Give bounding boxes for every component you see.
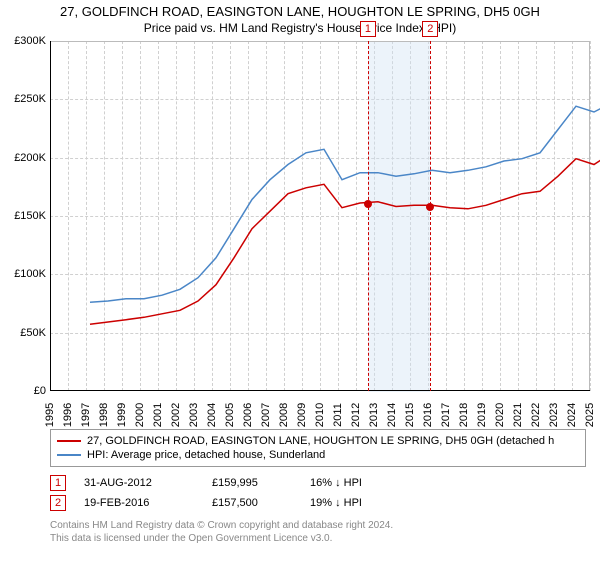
x-tick-label: 2011 [332, 403, 344, 427]
x-tick-label: 1996 [62, 403, 74, 427]
x-tick-label: 1997 [80, 403, 92, 427]
x-tick-label: 2002 [170, 403, 182, 427]
x-tick-label: 2003 [188, 403, 200, 427]
x-tick-label: 2009 [296, 403, 308, 427]
legend-item: 27, GOLDFINCH ROAD, EASINGTON LANE, HOUG… [57, 434, 579, 448]
x-tick-label: 2015 [404, 403, 416, 427]
event-row: 1 31-AUG-2012 £159,995 16% ↓ HPI [50, 473, 586, 493]
event-pct: 19% ↓ HPI [310, 497, 430, 509]
x-tick-label: 2004 [206, 403, 218, 427]
x-tick-label: 2018 [458, 403, 470, 427]
event-marker-dot [364, 200, 372, 208]
x-tick-label: 2008 [278, 403, 290, 427]
x-tick-label: 2001 [152, 403, 164, 427]
legend-label: 27, GOLDFINCH ROAD, EASINGTON LANE, HOUG… [87, 435, 554, 447]
y-tick-label: £300K [10, 35, 46, 47]
chart-area: £0£50K£100K£150K£200K£250K£300K 19951996… [10, 41, 590, 421]
legend-swatch [57, 454, 81, 456]
event-marker-box: 2 [422, 21, 438, 37]
event-row: 2 19-FEB-2016 £157,500 19% ↓ HPI [50, 493, 586, 513]
x-tick-label: 2019 [476, 403, 488, 427]
footer-line: Contains HM Land Registry data © Crown c… [50, 519, 586, 532]
y-axis [50, 41, 51, 391]
event-date: 19-FEB-2016 [84, 497, 194, 509]
event-id-box: 1 [50, 475, 66, 491]
legend-label: HPI: Average price, detached house, Sund… [87, 449, 325, 461]
x-tick-label: 2025 [584, 403, 596, 427]
event-price: £157,500 [212, 497, 292, 509]
x-tick-label: 2014 [386, 403, 398, 427]
x-tick-label: 2024 [566, 403, 578, 427]
event-marker-box: 1 [360, 21, 376, 37]
y-tick-label: £50K [10, 327, 46, 339]
event-table: 1 31-AUG-2012 £159,995 16% ↓ HPI 2 19-FEB-201… [50, 473, 586, 513]
series-line [90, 98, 600, 302]
x-tick-label: 2023 [548, 403, 560, 427]
series-line [90, 151, 600, 325]
event-line [368, 41, 369, 391]
x-tick-label: 2000 [134, 403, 146, 427]
x-tick-label: 2022 [530, 403, 542, 427]
legend: 27, GOLDFINCH ROAD, EASINGTON LANE, HOUG… [50, 429, 586, 467]
x-tick-label: 2010 [314, 403, 326, 427]
y-tick-label: £150K [10, 210, 46, 222]
plot [50, 41, 590, 391]
event-date: 31-AUG-2012 [84, 477, 194, 489]
x-tick-label: 1999 [116, 403, 128, 427]
chart-title: 27, GOLDFINCH ROAD, EASINGTON LANE, HOUG… [0, 4, 600, 19]
x-tick-label: 2007 [260, 403, 272, 427]
event-line [430, 41, 431, 391]
x-tick-label: 2020 [494, 403, 506, 427]
legend-swatch [57, 440, 81, 442]
event-id-box: 2 [50, 495, 66, 511]
x-tick-label: 2005 [224, 403, 236, 427]
legend-item: HPI: Average price, detached house, Sund… [57, 448, 579, 462]
event-marker-dot [426, 203, 434, 211]
footer-line: This data is licensed under the Open Gov… [50, 532, 586, 545]
y-tick-label: £100K [10, 268, 46, 280]
y-tick-label: £0 [10, 385, 46, 397]
event-pct: 16% ↓ HPI [310, 477, 430, 489]
x-tick-label: 2016 [422, 403, 434, 427]
x-tick-label: 2006 [242, 403, 254, 427]
x-tick-label: 2012 [350, 403, 362, 427]
y-tick-label: £250K [10, 93, 46, 105]
event-price: £159,995 [212, 477, 292, 489]
chart-subtitle: Price paid vs. HM Land Registry's House … [0, 21, 600, 35]
x-tick-label: 2021 [512, 403, 524, 427]
footer-note: Contains HM Land Registry data © Crown c… [50, 519, 586, 545]
x-tick-label: 1995 [44, 403, 56, 427]
y-tick-label: £200K [10, 152, 46, 164]
x-tick-label: 2013 [368, 403, 380, 427]
x-tick-label: 1998 [98, 403, 110, 427]
x-tick-label: 2017 [440, 403, 452, 427]
x-axis [50, 390, 590, 391]
